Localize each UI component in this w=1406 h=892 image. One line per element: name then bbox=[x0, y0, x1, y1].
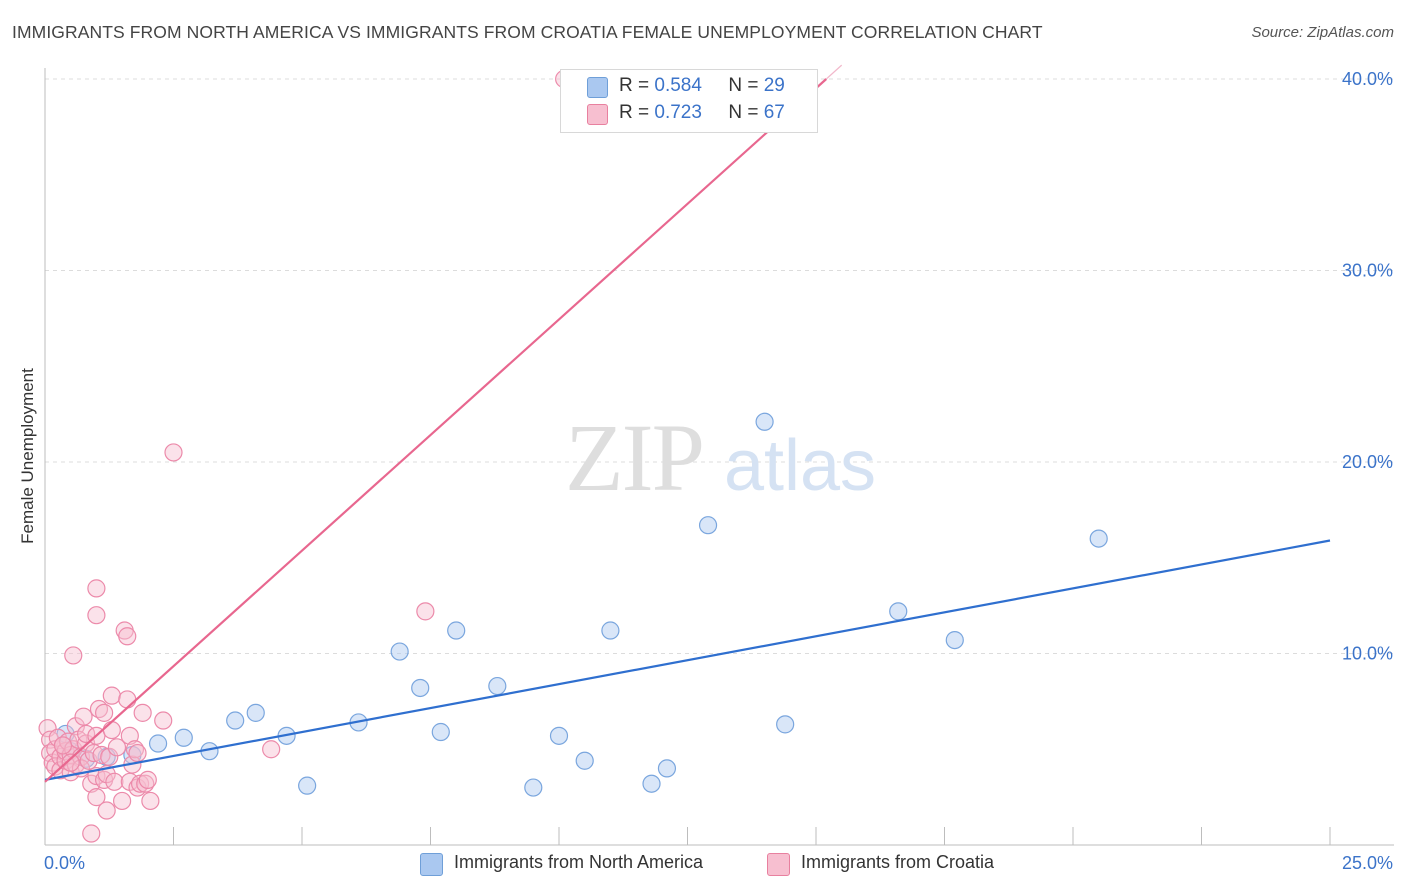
legend-n-value: 29 bbox=[763, 75, 785, 96]
data-point bbox=[575, 751, 594, 770]
axes bbox=[44, 68, 1394, 846]
data-point bbox=[154, 711, 173, 730]
trend-lines bbox=[44, 64, 1331, 783]
data-point bbox=[1089, 529, 1108, 548]
data-point bbox=[87, 606, 106, 625]
legend-r-label: R = bbox=[619, 75, 650, 96]
data-point bbox=[411, 678, 430, 698]
data-point bbox=[447, 621, 466, 640]
source-label: Source: ZipAtlas.com bbox=[1251, 24, 1394, 41]
bottom-legend-label: Immigrants from North America bbox=[454, 852, 704, 872]
legend-r-value: 0.584 bbox=[654, 75, 702, 96]
data-point bbox=[102, 720, 121, 740]
data-point bbox=[174, 728, 193, 747]
data-point bbox=[889, 602, 908, 621]
watermark-atlas: atlas bbox=[724, 426, 876, 506]
data-point bbox=[87, 579, 106, 598]
data-point bbox=[601, 621, 620, 640]
bottom-legend-swatch-north-america bbox=[420, 853, 443, 876]
data-point bbox=[390, 642, 409, 661]
y-tick-label: 10.0% bbox=[1342, 644, 1393, 664]
data-point bbox=[100, 747, 119, 767]
data-point bbox=[945, 630, 964, 650]
data-point bbox=[657, 759, 677, 778]
legend-swatch-croatia bbox=[587, 104, 608, 125]
data-point bbox=[112, 791, 132, 811]
data-point bbox=[97, 801, 116, 820]
data-point bbox=[61, 753, 80, 772]
tick-labels: 10.0% 20.0% 30.0% 40.0% 0.0% 25.0% bbox=[44, 69, 1393, 873]
data-point bbox=[141, 791, 160, 811]
stats-legend: R = 0.584 N = 29 R = 0.723 N = 67 bbox=[560, 69, 818, 133]
data-point bbox=[133, 703, 152, 722]
data-point bbox=[95, 703, 114, 722]
bottom-legend-swatch-croatia bbox=[767, 853, 790, 876]
data-point bbox=[776, 715, 795, 734]
data-point bbox=[105, 772, 124, 791]
legend-swatch-north-america bbox=[587, 77, 608, 98]
data-point bbox=[66, 717, 85, 736]
legend-n-label: N = bbox=[728, 102, 759, 123]
chart-title: IMMIGRANTS FROM NORTH AMERICA VS IMMIGRA… bbox=[12, 22, 1043, 42]
data-point bbox=[102, 686, 121, 705]
data-point bbox=[164, 443, 183, 462]
bottom-legend-label: Immigrants from Croatia bbox=[801, 852, 995, 872]
data-point bbox=[642, 774, 661, 793]
data-point bbox=[128, 743, 147, 763]
watermark-zip: ZIP bbox=[565, 404, 703, 511]
data-point bbox=[755, 412, 774, 431]
y-tick-label: 30.0% bbox=[1342, 261, 1393, 281]
data-point bbox=[118, 627, 137, 646]
data-point bbox=[488, 676, 507, 696]
series-croatia-points bbox=[38, 69, 574, 843]
data-point bbox=[262, 740, 281, 759]
x-tick-label: 0.0% bbox=[44, 853, 85, 873]
legend-r-value: 0.723 bbox=[654, 102, 702, 123]
legend-n-value: 67 bbox=[763, 102, 785, 123]
data-point bbox=[120, 726, 139, 745]
data-point bbox=[138, 770, 157, 789]
data-point bbox=[53, 736, 73, 755]
data-point bbox=[118, 690, 137, 709]
legend-n-label: N = bbox=[728, 75, 759, 96]
data-point bbox=[524, 778, 543, 797]
data-point bbox=[246, 703, 265, 722]
y-tick-label: 20.0% bbox=[1342, 452, 1393, 472]
trend-line-croatia-extension bbox=[825, 64, 843, 80]
data-point bbox=[74, 707, 93, 726]
data-point bbox=[107, 738, 127, 757]
data-point bbox=[87, 788, 106, 807]
data-point bbox=[416, 602, 435, 621]
watermark: ZIP atlas bbox=[565, 404, 876, 511]
data-point bbox=[298, 776, 317, 795]
legend-r-label: R = bbox=[619, 102, 650, 123]
y-tick-label: 40.0% bbox=[1342, 69, 1393, 89]
data-point bbox=[148, 734, 168, 753]
data-point bbox=[698, 516, 718, 535]
data-point bbox=[549, 726, 569, 745]
data-point bbox=[431, 722, 450, 742]
x-tick-label: 25.0% bbox=[1342, 853, 1393, 873]
data-point bbox=[226, 711, 245, 730]
trend-line-north-america bbox=[44, 539, 1331, 781]
data-point bbox=[64, 646, 83, 665]
trend-line-croatia bbox=[44, 78, 828, 783]
data-point bbox=[82, 824, 101, 843]
